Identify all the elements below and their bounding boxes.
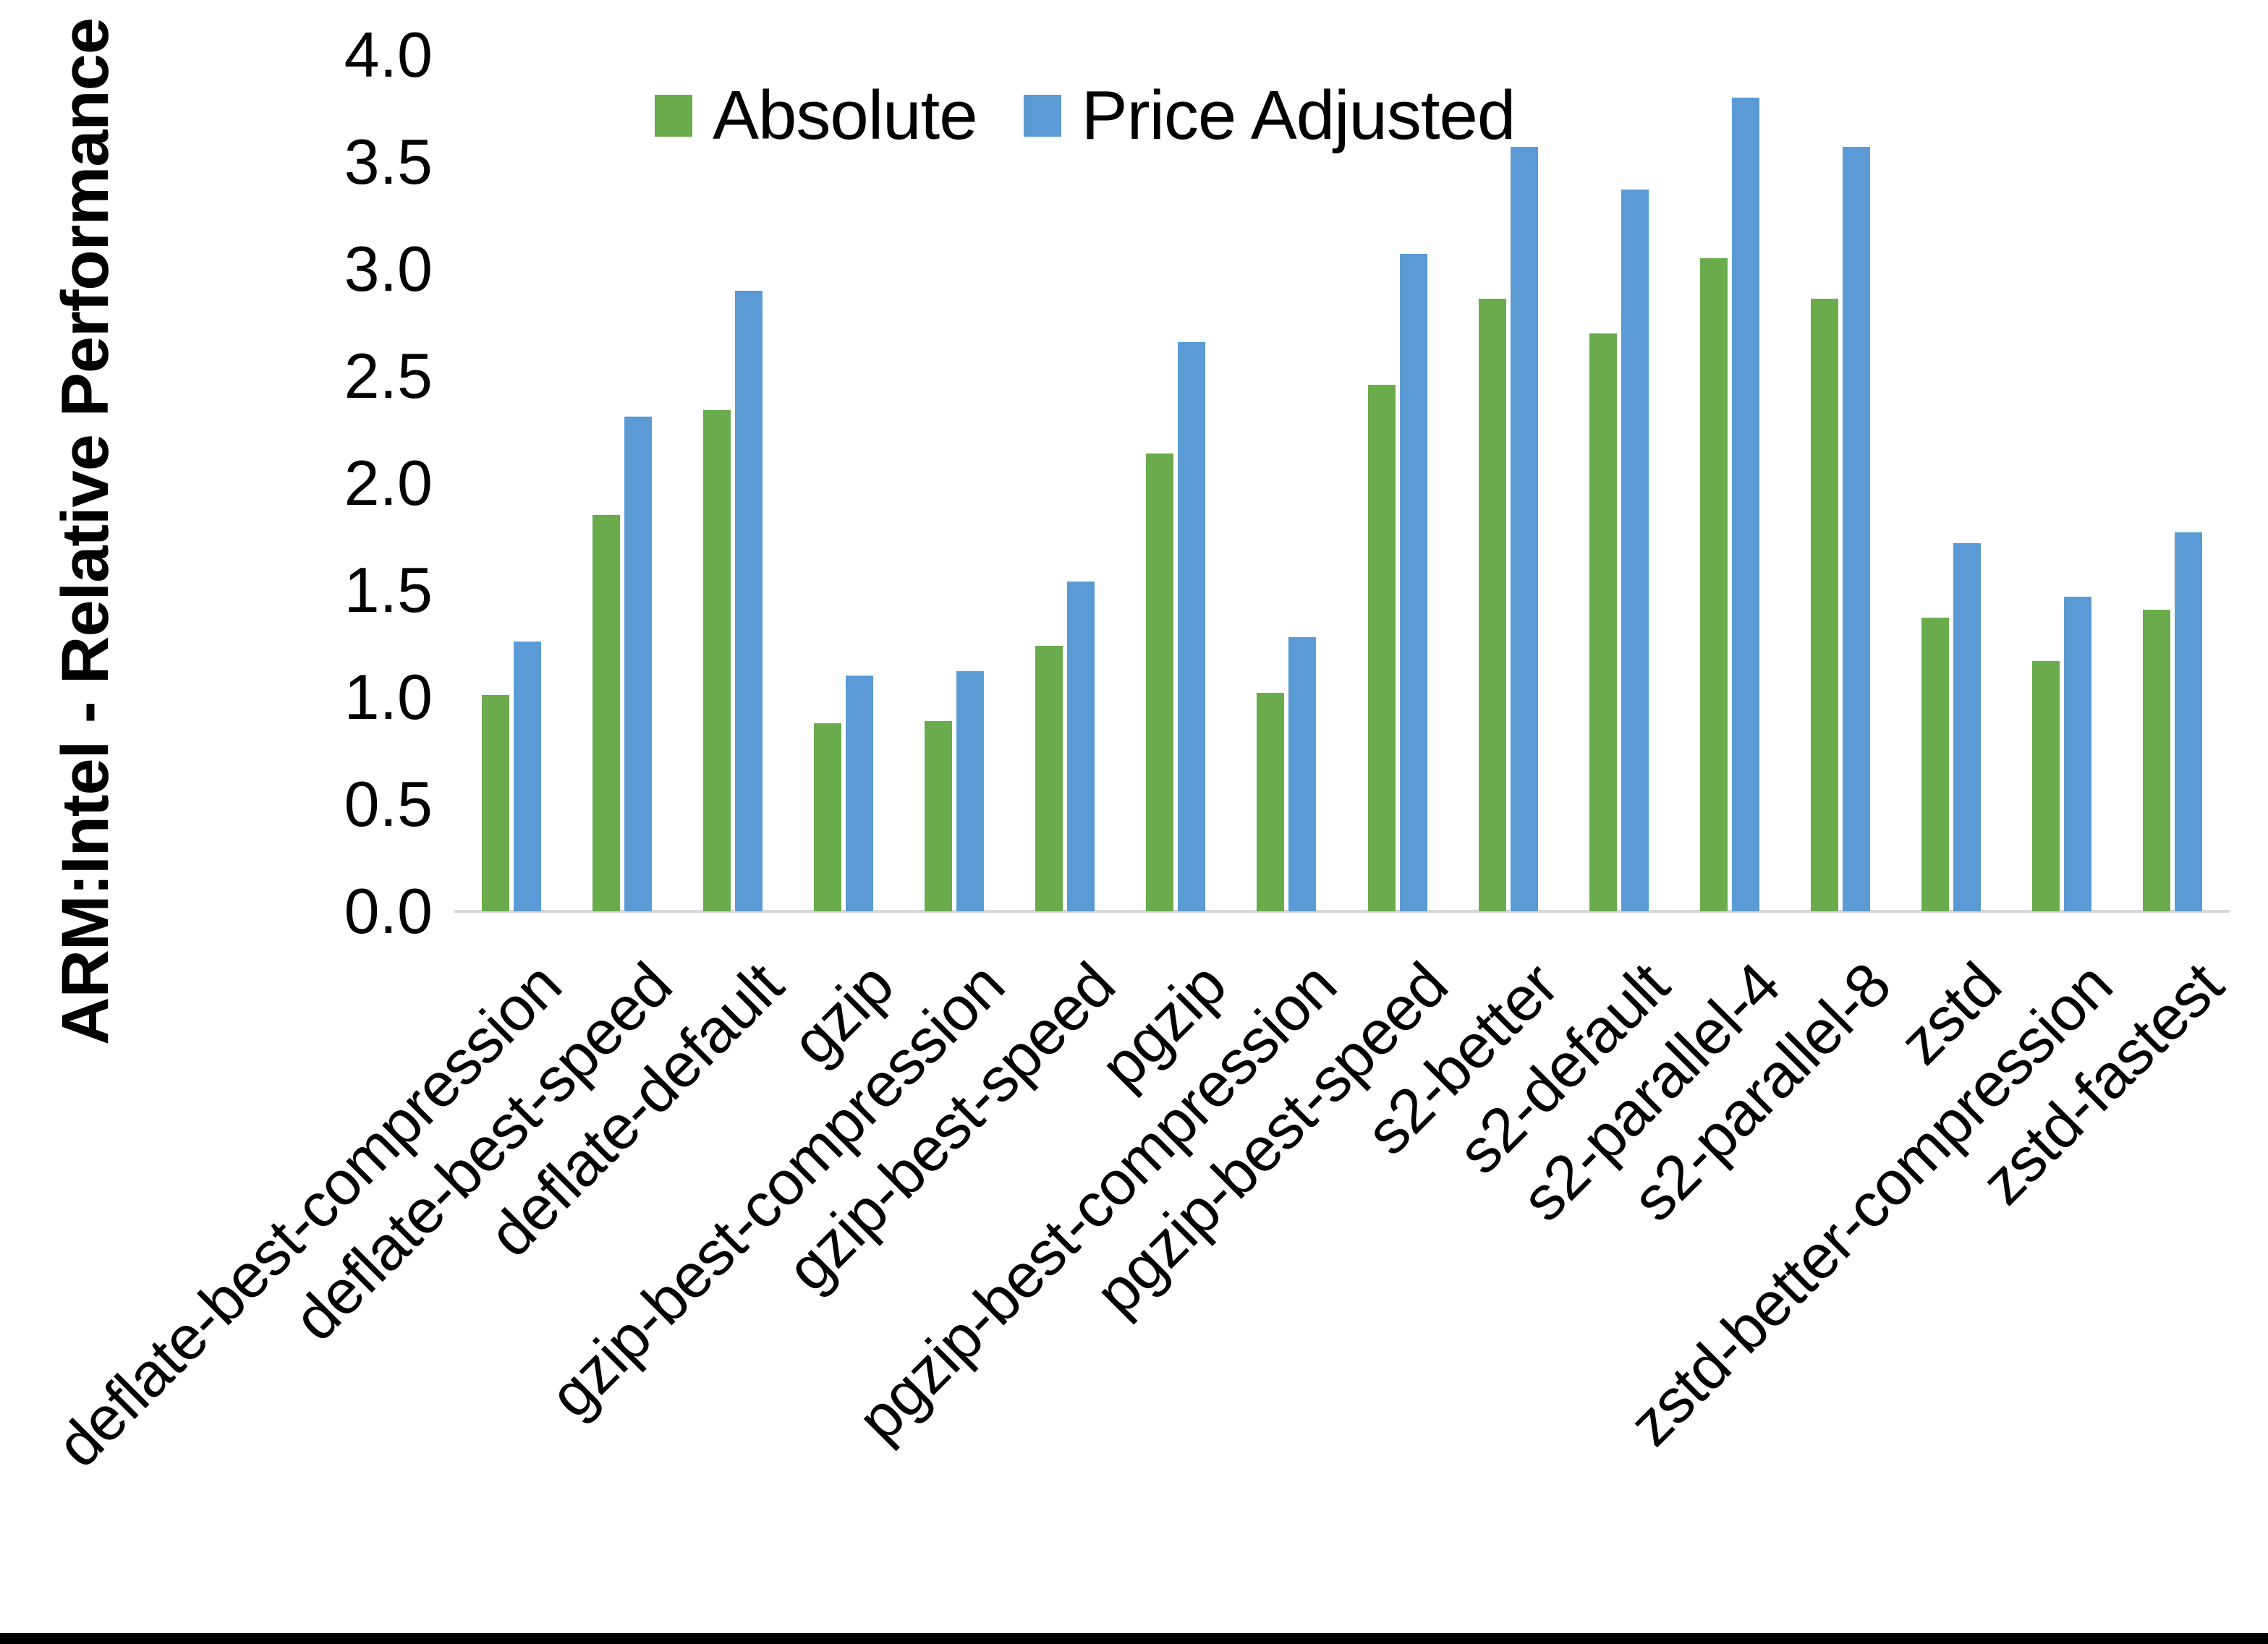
bar-absolute-pgzip-best-compression — [1257, 693, 1285, 911]
bar-absolute-zstd-better-compression — [2032, 661, 2060, 911]
bar-price-adjusted-pgzip-best-speed — [1399, 254, 1427, 911]
y-tick-label: 3.0 — [344, 233, 433, 304]
bar-price-adjusted-gzip-best-compression — [956, 671, 985, 911]
bar-price-adjusted-s2-default — [1621, 189, 1649, 911]
y-tick-label: 3.5 — [344, 126, 433, 197]
y-tick-label: 2.0 — [344, 447, 433, 519]
bar-absolute-s2-parallel-4 — [1699, 258, 1728, 911]
legend-label: Absolute — [713, 77, 978, 154]
bar-absolute-s2-parallel-8 — [1811, 299, 1839, 911]
bar-price-adjusted-zstd — [1953, 543, 1982, 911]
bar-absolute-s2-default — [1589, 333, 1617, 911]
legend: Absolute Price Adjusted — [655, 77, 1516, 154]
bar-absolute-deflate-best-speed — [592, 515, 620, 911]
bar-price-adjusted-zstd-fastest — [2175, 532, 2203, 911]
y-tick-label: 1.0 — [344, 661, 433, 733]
bar-absolute-pgzip — [1146, 453, 1174, 911]
legend-swatch-icon — [655, 95, 692, 137]
bar-absolute-gzip-best-compression — [925, 721, 953, 911]
bar-absolute-gzip-best-speed — [1035, 646, 1063, 911]
y-tick-label: 0.5 — [344, 768, 433, 840]
y-tick-label: 0.0 — [344, 875, 433, 947]
bar-price-adjusted-pgzip — [1178, 342, 1206, 911]
legend-item-price-adjusted: Price Adjusted — [1023, 77, 1516, 154]
y-tick-label: 2.5 — [344, 340, 433, 412]
bar-absolute-s2-better — [1478, 299, 1506, 911]
bar-price-adjusted-deflate-best-compression — [513, 642, 541, 911]
bar-price-adjusted-s2-better — [1510, 147, 1538, 911]
bar-price-adjusted-s2-parallel-8 — [1843, 147, 1871, 911]
bar-absolute-pgzip-best-speed — [1367, 385, 1396, 911]
x-axis-line — [454, 910, 2230, 913]
bar-absolute-zstd — [1921, 618, 1950, 911]
y-tick-label: 4.0 — [344, 19, 433, 90]
bar-price-adjusted-gzip-best-speed — [1067, 582, 1095, 911]
bar-price-adjusted-gzip — [845, 676, 873, 911]
bar-absolute-deflate-default — [702, 410, 731, 911]
legend-swatch-icon — [1023, 95, 1061, 137]
bar-price-adjusted-deflate-default — [734, 291, 763, 911]
legend-label: Price Adjusted — [1081, 77, 1516, 154]
bar-price-adjusted-deflate-best-speed — [624, 417, 652, 911]
legend-item-absolute: Absolute — [655, 77, 978, 154]
y-tick-label: 1.5 — [344, 554, 433, 626]
bar-price-adjusted-zstd-better-compression — [2064, 597, 2092, 911]
window-bottom-border — [0, 1633, 2268, 1644]
bar-absolute-zstd-fastest — [2143, 610, 2171, 911]
bar-absolute-deflate-best-compression — [481, 695, 509, 911]
bar-price-adjusted-pgzip-best-compression — [1288, 637, 1317, 911]
bar-absolute-gzip — [813, 723, 841, 911]
bar-price-adjusted-s2-parallel-4 — [1731, 98, 1759, 911]
y-axis-title: ARM:Intel - Relative Performance — [48, 18, 122, 1045]
